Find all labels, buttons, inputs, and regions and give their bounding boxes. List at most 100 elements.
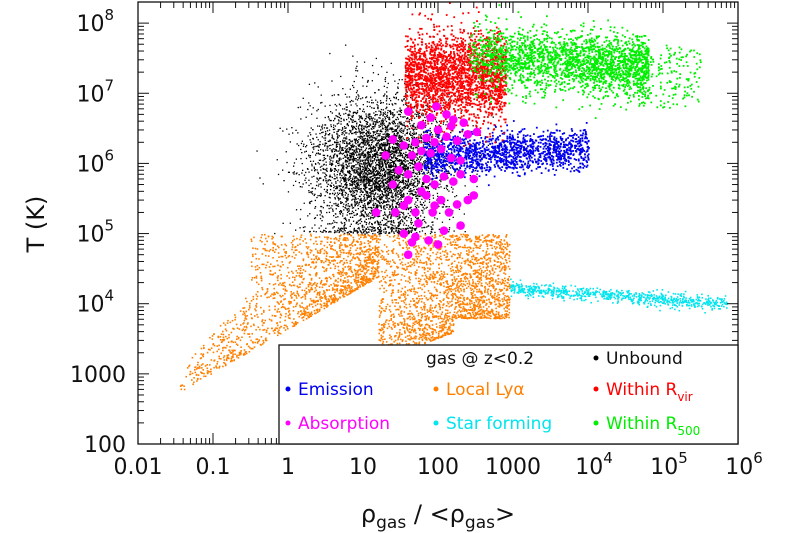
unbound-point [336,131,338,133]
unbound-point [362,152,365,154]
unbound-point [372,136,374,139]
unbound-point [356,213,358,215]
unbound-point [348,207,350,210]
unbound-point [363,216,366,218]
unbound-point [410,146,412,148]
unbound-point [342,170,344,172]
unbound-point [339,129,341,131]
unbound-point [350,223,352,225]
unbound-point [394,129,396,132]
unbound-point [420,136,422,138]
unbound-point [347,143,349,145]
unbound-point [378,233,380,235]
unbound-point [397,87,399,89]
unbound-point [402,181,404,183]
unbound-point [386,98,388,100]
unbound-point [372,183,374,185]
unbound-point [422,182,424,184]
unbound-point [340,118,342,120]
unbound-point [363,111,365,113]
unbound-point [375,167,377,169]
unbound-point [407,117,409,120]
unbound-point [383,208,385,210]
unbound-point [365,144,367,146]
unbound-point [378,140,381,142]
unbound-point [346,187,348,189]
unbound-point [401,179,403,182]
local-lya-point [440,275,442,278]
local-lya-point [344,281,347,283]
unbound-point [396,202,398,204]
unbound-point [369,171,372,173]
unbound-point [392,179,394,181]
unbound-point [392,112,394,114]
unbound-point [358,164,361,166]
local-lya-point [401,267,404,270]
unbound-point [356,150,358,152]
unbound-point [341,129,343,131]
unbound-point [341,164,343,166]
unbound-point [339,213,342,215]
unbound-point [390,177,392,179]
unbound-point [351,183,354,185]
unbound-point [329,133,331,135]
unbound-point [301,152,303,154]
unbound-point [400,121,402,123]
unbound-point [389,110,391,112]
unbound-point [384,144,387,146]
unbound-point [361,139,363,141]
unbound-point [375,174,377,176]
unbound-point [399,155,401,157]
unbound-point [357,171,359,173]
unbound-point [398,149,400,151]
unbound-point [351,155,353,157]
unbound-point [354,111,356,113]
unbound-point [394,146,396,149]
unbound-point [394,200,396,202]
unbound-point [373,198,376,200]
unbound-point [366,177,368,179]
unbound-point [338,159,341,161]
local-lya-point [226,337,229,340]
unbound-point [366,141,368,143]
unbound-point [403,189,405,191]
unbound-point [388,146,390,148]
unbound-point [347,195,349,197]
unbound-point [379,173,381,175]
unbound-point [347,203,349,205]
unbound-point [316,178,318,180]
unbound-point [389,166,392,168]
unbound-point [389,111,392,113]
unbound-point [374,183,376,185]
unbound-point [448,229,450,231]
unbound-point [334,118,336,120]
unbound-point [330,170,332,172]
unbound-point [331,205,333,207]
unbound-point [338,185,340,187]
unbound-point [402,224,405,226]
unbound-point [399,135,401,137]
local-lya-point [507,305,510,307]
unbound-point [293,165,295,167]
unbound-point [297,106,299,109]
unbound-point [402,174,404,176]
unbound-point [287,191,290,193]
unbound-point [442,167,444,170]
unbound-point [359,166,361,168]
unbound-point [411,221,413,224]
unbound-point [362,155,365,157]
unbound-point [410,145,413,147]
local-lya-point [301,302,303,304]
local-lya-point [493,294,496,296]
local-lya-point [433,337,436,339]
unbound-point [370,159,372,162]
unbound-point [384,185,386,187]
unbound-point [404,155,406,158]
unbound-point [365,180,367,182]
unbound-point [356,90,358,92]
unbound-point [320,102,322,104]
unbound-point [396,186,398,189]
unbound-point [385,232,387,234]
unbound-point [364,173,366,175]
unbound-point [387,161,390,163]
